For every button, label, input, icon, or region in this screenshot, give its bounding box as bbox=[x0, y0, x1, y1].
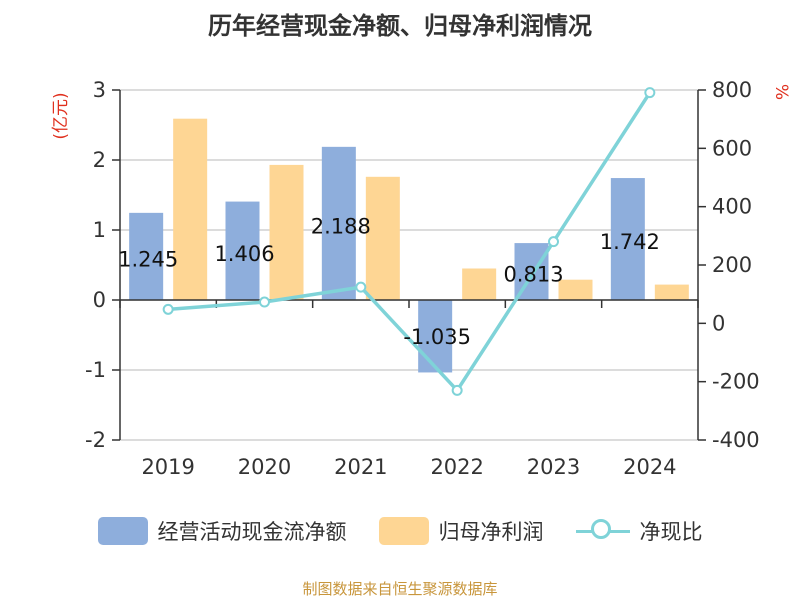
bar-net-profit bbox=[462, 268, 497, 300]
cash-flow-data-label: -1.035 bbox=[403, 325, 471, 349]
legend-item-ratio[interactable]: 净现比 bbox=[575, 516, 703, 546]
left-tick-label: 0 bbox=[93, 288, 106, 312]
bar-cash-flow bbox=[225, 201, 260, 300]
line-series bbox=[162, 87, 656, 396]
source-note: 制图数据来自恒生聚源数据库 bbox=[302, 580, 498, 598]
category-label: 2021 bbox=[334, 455, 387, 479]
right-tick-label: 800 bbox=[712, 78, 752, 102]
category-label: 2024 bbox=[623, 455, 676, 479]
right-tick-label: -200 bbox=[712, 370, 760, 394]
bar-series bbox=[129, 118, 689, 373]
ratio-point bbox=[644, 87, 656, 99]
axes: 3 2 1 0 -1 -2 800 600 400 200 0 -200 -400 2019 2020 202… bbox=[85, 78, 760, 479]
right-tick-label: 200 bbox=[712, 253, 752, 277]
bar-cash-flow bbox=[129, 212, 164, 300]
right-tick-label: -400 bbox=[712, 428, 760, 452]
right-tick-label: 400 bbox=[712, 195, 752, 219]
data-labels: 1.245 1.406 2.188 -1.035 0.813 1.742 bbox=[118, 214, 660, 349]
legend-item-profit[interactable]: 归母净利润 bbox=[378, 516, 544, 546]
bar-net-profit bbox=[654, 284, 689, 300]
cash-flow-data-label: 0.813 bbox=[503, 263, 563, 287]
left-tick-label: -1 bbox=[85, 358, 106, 382]
ratio-point bbox=[355, 281, 367, 293]
cash-flow-data-label: 1.406 bbox=[214, 242, 274, 266]
category-label: 2020 bbox=[238, 455, 291, 479]
bar-cash-flow bbox=[610, 178, 645, 300]
left-tick-label: 3 bbox=[93, 78, 106, 102]
ratio-point bbox=[259, 296, 270, 308]
right-axis-unit: % bbox=[771, 84, 791, 100]
ratio-point bbox=[451, 384, 463, 396]
left-tick-label: 2 bbox=[93, 148, 106, 172]
legend-item-cash[interactable]: 经营活动现金流净额 bbox=[97, 516, 347, 546]
bar-net-profit bbox=[269, 164, 304, 300]
ratio-line bbox=[168, 91, 652, 394]
left-tick-label: -2 bbox=[85, 428, 106, 452]
cash-flow-data-label: 1.245 bbox=[118, 247, 178, 271]
right-tick-label: 0 bbox=[712, 311, 725, 335]
ratio-point bbox=[548, 236, 559, 248]
bar-net-profit bbox=[173, 118, 208, 300]
cash-flow-data-label: 2.188 bbox=[311, 214, 371, 238]
ratio-point bbox=[162, 303, 174, 315]
legend-swatch-ratio bbox=[575, 517, 630, 545]
legend-swatch-profit bbox=[378, 517, 429, 545]
legend-swatch-cash bbox=[97, 517, 148, 545]
bar-cash-flow bbox=[418, 300, 453, 373]
left-tick-label: 1 bbox=[93, 218, 106, 242]
bar-net-profit bbox=[365, 176, 400, 300]
legend-label-ratio: 净现比 bbox=[639, 520, 703, 544]
cash-flow-data-label: 1.742 bbox=[600, 230, 660, 254]
category-label: 2019 bbox=[141, 455, 194, 479]
category-label: 2023 bbox=[527, 455, 580, 479]
legend-label-profit: 归母净利润 bbox=[438, 520, 544, 544]
left-axis-unit: (亿元) bbox=[51, 92, 71, 139]
chart-title: 历年经营现金净额、归母净利润情况 bbox=[208, 12, 592, 40]
category-label: 2022 bbox=[430, 455, 483, 479]
legend-label-cash: 经营活动现金流净额 bbox=[157, 520, 347, 544]
bar-cash-flow bbox=[321, 146, 356, 300]
legend: 经营活动现金流净额 归母净利润 净现比 bbox=[0, 516, 800, 546]
right-tick-label: 600 bbox=[712, 136, 752, 160]
bar-net-profit bbox=[558, 279, 593, 300]
